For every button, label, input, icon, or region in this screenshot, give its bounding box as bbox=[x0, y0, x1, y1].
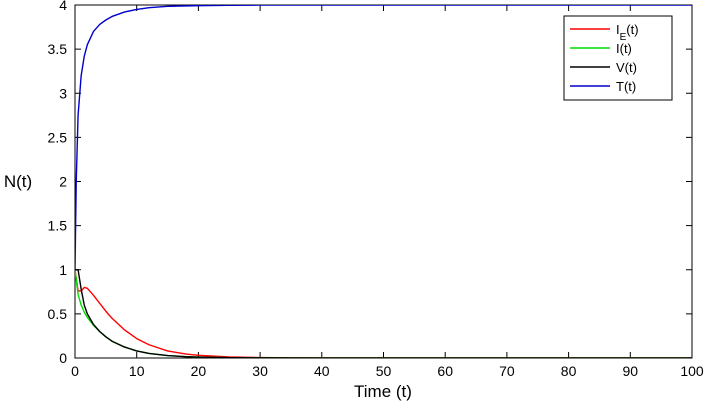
y-axis-title: N(t) bbox=[4, 172, 32, 191]
series-line-tt bbox=[75, 5, 692, 270]
x-tick-label: 40 bbox=[314, 363, 330, 379]
y-tick-label: 0 bbox=[59, 350, 67, 366]
x-tick-label: 100 bbox=[680, 363, 704, 379]
y-tick-label: 4 bbox=[59, 0, 67, 13]
y-tick-label: 2.5 bbox=[48, 129, 68, 145]
legend-label: I(t) bbox=[616, 41, 632, 56]
legend: IE(t)I(t)V(t)T(t) bbox=[563, 15, 673, 101]
y-tick-label: 1.5 bbox=[48, 218, 68, 234]
series-line-vt bbox=[75, 269, 692, 358]
x-axis-title: Time (t) bbox=[354, 382, 412, 401]
x-tick-label: 20 bbox=[191, 363, 207, 379]
axis-ticks: 0 10 20 30 40 50 60 70 80 90 100 0 0.5 1 1.5 2 2.5 3 3.5 4 bbox=[48, 0, 704, 379]
x-tick-label: 80 bbox=[561, 363, 577, 379]
x-tick-label: 60 bbox=[437, 363, 453, 379]
y-tick-label: 0.5 bbox=[48, 306, 68, 322]
series-line-iet bbox=[75, 269, 692, 358]
x-tick-label: 30 bbox=[252, 363, 268, 379]
series-lines bbox=[75, 5, 692, 358]
x-tick-label: 90 bbox=[623, 363, 639, 379]
legend-label: T(t) bbox=[616, 79, 636, 94]
x-tick-label: 50 bbox=[376, 363, 392, 379]
x-tick-label: 0 bbox=[71, 363, 79, 379]
y-tick-label: 1 bbox=[59, 262, 67, 278]
y-tick-label: 3.5 bbox=[48, 41, 68, 57]
y-tick-label: 2 bbox=[59, 174, 67, 190]
y-tick-label: 3 bbox=[59, 85, 67, 101]
x-tick-label: 10 bbox=[129, 363, 145, 379]
legend-label: V(t) bbox=[616, 60, 637, 75]
x-tick-label: 70 bbox=[499, 363, 515, 379]
